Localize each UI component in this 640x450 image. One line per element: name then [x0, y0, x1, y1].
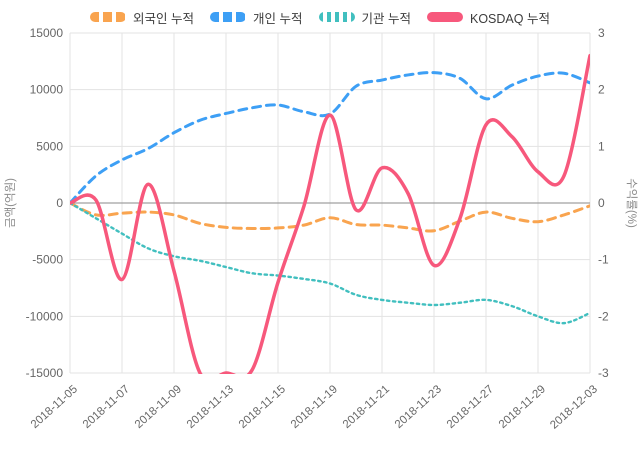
- x-tick-label: 2018-11-09: [133, 383, 184, 431]
- y-tick-label-right: 0: [598, 196, 605, 210]
- x-tick-label: 2018-11-07: [81, 383, 132, 431]
- y-tick-label-left: -5000: [32, 253, 63, 267]
- legend-item-institution[interactable]: 기관 누적: [318, 8, 411, 27]
- legend-item-label: KOSDAQ 누적: [469, 11, 550, 26]
- series-lines: [70, 53, 590, 374]
- individual-series-swatch-icon: [210, 12, 247, 22]
- x-tick-label: 2018-11-21: [341, 383, 392, 431]
- y-tick-label-right: 3: [598, 26, 605, 40]
- x-tick-label: 2018-11-23: [393, 383, 444, 431]
- y-tick-label-left: 5000: [36, 139, 63, 153]
- y-tick-label-right: 2: [598, 83, 605, 97]
- y-tick-label-right: -2: [598, 309, 609, 323]
- foreign-series-swatch-icon: [90, 12, 127, 22]
- y-tick-label-right: -3: [598, 366, 609, 380]
- x-tick-label: 2018-12-03: [548, 383, 600, 431]
- kosdaq-series-swatch-icon: [426, 12, 463, 22]
- x-tick-label: 2018-11-27: [445, 383, 496, 431]
- series-line-3: [70, 53, 590, 374]
- y-tick-label-left: 10000: [30, 83, 64, 97]
- x-tick-label: 2018-11-19: [289, 383, 340, 431]
- legend-item-foreign[interactable]: 외국인 누적: [90, 8, 194, 27]
- legend: 외국인 누적 개인 누적 기관 누적 KOSDAQ 누적: [0, 6, 640, 28]
- legend-item-label: 외국인 누적: [133, 11, 195, 26]
- y-axis-right-title: 수익률(%): [625, 178, 638, 228]
- legend-item-kosdaq[interactable]: KOSDAQ 누적: [426, 8, 550, 27]
- x-tick-label: 2018-11-13: [185, 383, 236, 431]
- grid-lines: [69, 32, 591, 374]
- y-tick-label-left: 15000: [30, 26, 64, 40]
- institution-series-swatch-icon: [318, 12, 355, 22]
- series-line-2: [70, 201, 590, 325]
- series-line-0: [70, 201, 590, 233]
- x-tick-label: 2018-11-05: [29, 383, 80, 431]
- legend-item-label: 기관 누적: [361, 11, 411, 26]
- y-tick-label-left: -15000: [26, 366, 64, 380]
- y-axis-left-title: 금액(억원): [3, 178, 17, 228]
- x-tick-label: 2018-11-29: [497, 383, 548, 431]
- y-tick-label-left: -10000: [26, 309, 64, 323]
- y-tick-label-right: 1: [598, 139, 605, 153]
- legend-item-individual[interactable]: 개인 누적: [210, 8, 303, 27]
- y-tick-label-left: 0: [56, 196, 63, 210]
- legend-item-label: 개인 누적: [253, 11, 303, 26]
- x-tick-label: 2018-11-15: [237, 383, 288, 431]
- y-tick-label-right: -1: [598, 253, 609, 267]
